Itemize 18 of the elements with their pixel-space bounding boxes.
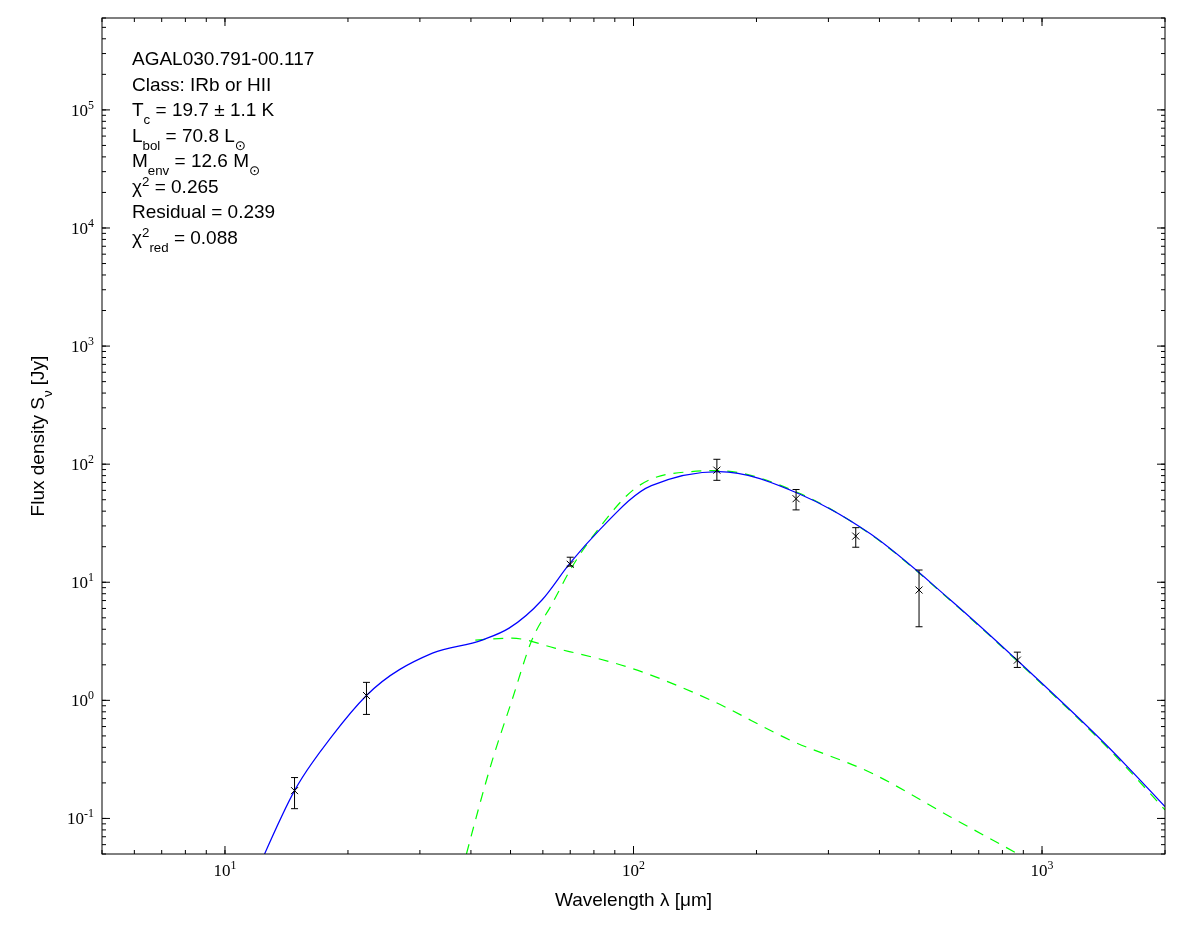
y-tick-label: 10$^{5}$ [71, 97, 95, 120]
y-tick-label: 10$^{0}$ [71, 688, 95, 711]
x-tick-label: 10$^{2}$ [622, 858, 646, 880]
annotation: χ$^{2}$$_{red}$ = 0.088 [132, 224, 238, 254]
x-tick-label: 10$^{3}$ [1030, 858, 1054, 880]
annotation: Residual = 0.239 [132, 201, 276, 222]
annotation: Class: IRb or HII [132, 73, 272, 95]
annotation: L$_{bol}$ = 70.8 L$_{⊙}$ [132, 124, 246, 152]
annotation: M$_{env}$ = 12.6 M$_{⊙}$ [132, 150, 261, 178]
annotation: T$_{c}$ = 19.7 ± 1.1 K [132, 99, 275, 127]
y-tick-label: 10$^{1}$ [71, 570, 95, 593]
x-tick-label: 10$^{1}$ [213, 858, 237, 880]
x-axis-title: Wavelength λ [μm] [554, 889, 713, 910]
y-tick-label: 10$^{3}$ [71, 334, 95, 357]
y-tick-label: 10$^{2}$ [71, 452, 95, 475]
y-tick-label: 10$^{4}$ [71, 215, 95, 238]
y-tick-label: 10$^{-1}$ [67, 806, 95, 829]
annotation: AGAL030.791-00.117 [132, 48, 315, 69]
